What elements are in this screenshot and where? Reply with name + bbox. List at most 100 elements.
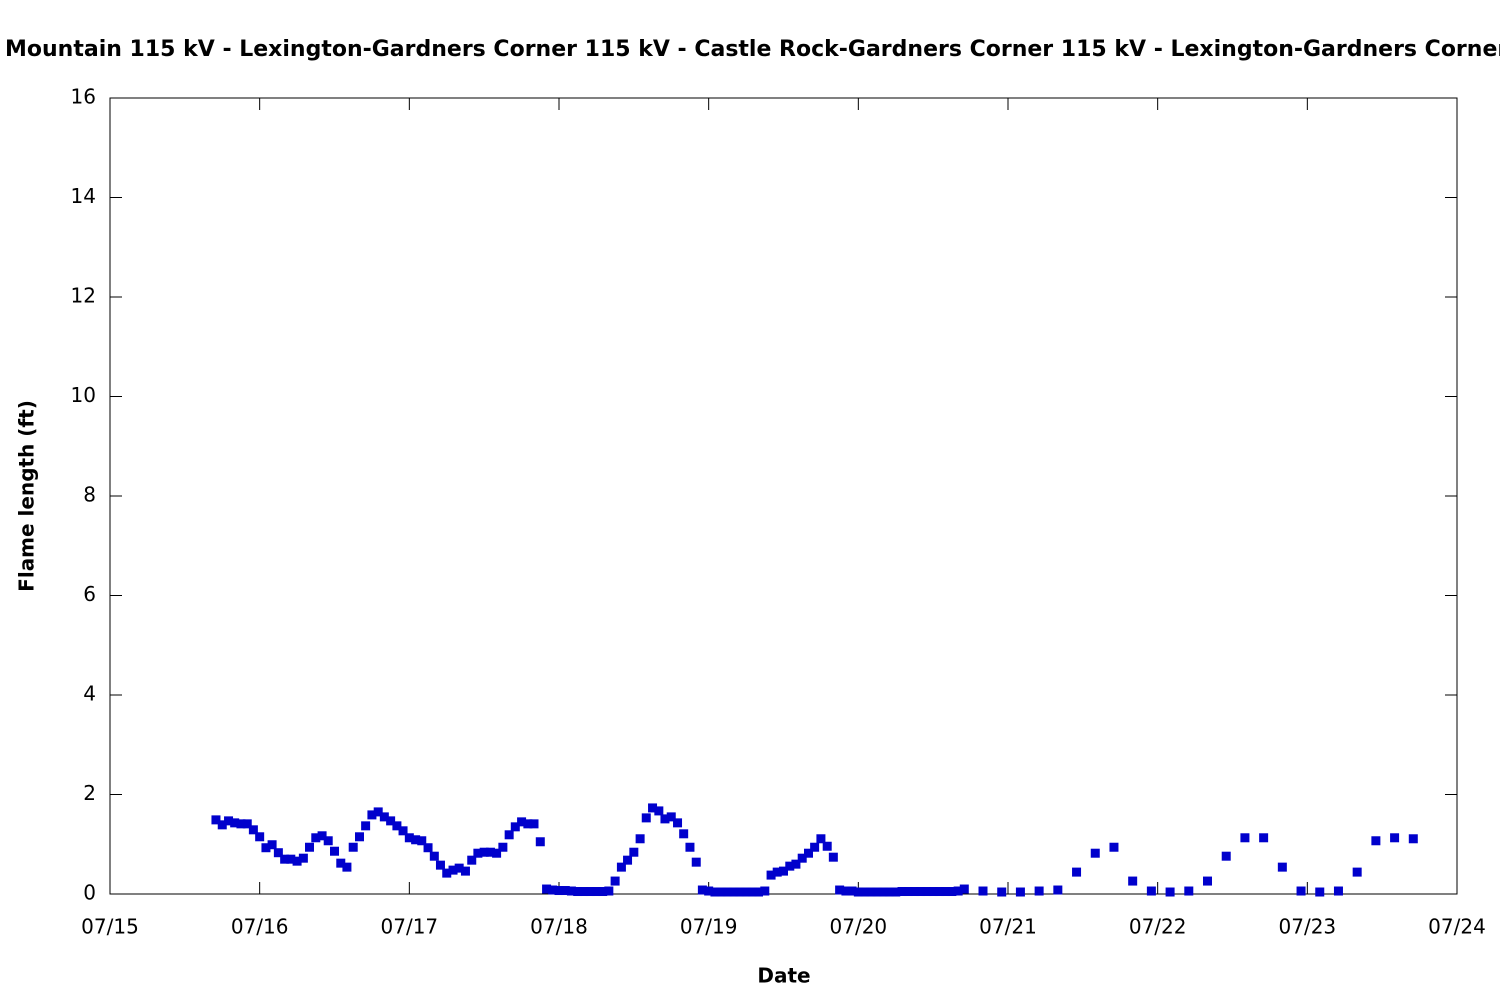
point — [255, 832, 265, 842]
point — [685, 842, 695, 852]
point — [498, 842, 508, 852]
point — [1315, 887, 1325, 897]
point — [386, 816, 396, 826]
point — [305, 842, 315, 852]
point — [641, 813, 651, 823]
x-tick-label: 07/20 — [830, 915, 888, 939]
point — [903, 887, 913, 897]
point — [623, 855, 633, 865]
y-tick-label: 10 — [71, 383, 96, 407]
point — [922, 887, 932, 897]
point — [517, 817, 527, 827]
y-tick-label: 16 — [71, 85, 96, 109]
point — [866, 887, 876, 897]
point — [891, 887, 901, 897]
point — [236, 819, 246, 829]
point — [847, 886, 857, 896]
point — [242, 819, 252, 829]
point — [485, 847, 495, 857]
point — [417, 836, 427, 846]
point — [411, 835, 421, 845]
point — [1221, 851, 1231, 861]
point — [754, 887, 764, 897]
point — [1128, 876, 1138, 886]
point — [392, 821, 402, 831]
x-tick-label: 07/22 — [1129, 915, 1187, 939]
point — [591, 887, 601, 897]
point — [529, 819, 539, 829]
x-tick-label: 07/21 — [979, 915, 1037, 939]
point — [292, 856, 302, 866]
point — [710, 887, 720, 897]
point — [772, 867, 782, 877]
point — [523, 819, 533, 829]
point — [585, 887, 595, 897]
point — [448, 865, 458, 875]
chart-title: Mountain 115 kV - Lexington-Gardners Cor… — [5, 37, 1500, 62]
point — [835, 885, 845, 895]
point — [959, 884, 969, 894]
point — [735, 887, 745, 897]
point — [280, 854, 290, 864]
point — [1352, 867, 1362, 877]
plot-frame — [109, 97, 1458, 895]
point — [404, 833, 414, 843]
y-axis-label: Flame length (ft) — [15, 400, 39, 592]
point — [423, 843, 433, 853]
point — [884, 887, 894, 897]
point — [928, 887, 938, 897]
point — [330, 846, 339, 856]
point — [878, 887, 888, 897]
point — [760, 886, 770, 896]
point — [1240, 833, 1250, 843]
y-tick-label: 2 — [83, 781, 96, 805]
point — [691, 857, 701, 867]
point — [573, 887, 583, 897]
point — [909, 887, 919, 897]
point — [828, 852, 838, 862]
point — [853, 887, 863, 897]
point — [934, 887, 944, 897]
point — [791, 859, 801, 869]
point — [1146, 886, 1156, 896]
point — [635, 834, 645, 844]
point — [610, 876, 620, 886]
point — [1034, 886, 1044, 896]
point — [267, 840, 277, 850]
point — [542, 884, 552, 894]
point — [1390, 833, 1400, 843]
x-tick-label: 07/19 — [680, 915, 738, 939]
point — [860, 887, 870, 897]
point — [629, 847, 639, 857]
point — [1109, 842, 1119, 852]
point — [1408, 834, 1418, 844]
point — [953, 886, 963, 896]
point — [535, 837, 545, 847]
point — [1296, 886, 1306, 896]
point — [379, 812, 389, 822]
point — [361, 821, 371, 831]
point — [704, 886, 714, 896]
point — [460, 866, 470, 876]
y-tick-label: 0 — [83, 881, 96, 905]
y-tick-label: 12 — [71, 284, 96, 308]
point — [373, 807, 383, 817]
point — [217, 820, 227, 830]
point — [616, 862, 626, 872]
point — [803, 848, 813, 858]
point — [947, 887, 957, 897]
point — [1277, 862, 1287, 872]
point — [473, 848, 483, 858]
x-tick-label: 07/24 — [1428, 915, 1486, 939]
point — [785, 861, 795, 871]
point — [1333, 886, 1343, 896]
point — [916, 887, 926, 897]
point — [230, 818, 240, 828]
point — [747, 887, 757, 897]
point — [1203, 876, 1213, 886]
point — [560, 886, 570, 896]
point — [479, 847, 489, 857]
point — [548, 885, 558, 895]
point — [872, 887, 882, 897]
y-tick-label: 6 — [83, 582, 96, 606]
